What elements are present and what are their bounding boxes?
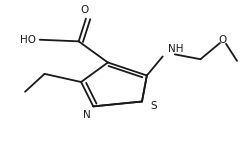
Text: O: O: [219, 35, 227, 45]
Text: S: S: [150, 101, 157, 111]
Text: HO: HO: [20, 35, 36, 45]
Text: O: O: [81, 5, 89, 15]
Text: NH: NH: [168, 44, 183, 54]
Text: N: N: [83, 110, 91, 120]
